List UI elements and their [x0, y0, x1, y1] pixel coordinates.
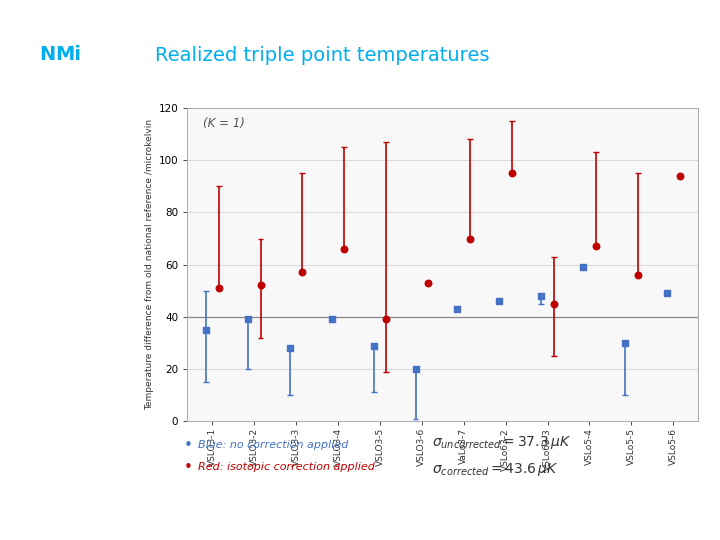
Y-axis label: Temperature difference from old national reference /microkelvin: Temperature difference from old national… — [145, 119, 154, 410]
Text: Realized triple point temperatures: Realized triple point temperatures — [155, 46, 490, 65]
Point — [213, 284, 225, 293]
Text: •: • — [184, 438, 192, 453]
Text: +: + — [46, 406, 54, 415]
Point — [536, 292, 547, 300]
Text: +: + — [27, 254, 35, 264]
Text: +: + — [66, 254, 73, 264]
Text: +: + — [84, 406, 93, 415]
Text: $\sigma_{uncorrected} = 37.3\,\mu K$: $\sigma_{uncorrected} = 37.3\,\mu K$ — [432, 434, 571, 451]
Text: +: + — [46, 368, 54, 377]
Point — [548, 299, 559, 308]
Point — [423, 279, 434, 287]
Text: +: + — [123, 368, 131, 377]
Text: +: + — [8, 406, 16, 415]
Text: +: + — [104, 330, 112, 340]
Point — [577, 263, 589, 272]
Text: +: + — [84, 368, 93, 377]
Text: +: + — [27, 406, 35, 415]
Point — [451, 305, 463, 313]
Text: (K = 1): (K = 1) — [202, 117, 244, 130]
Text: +: + — [123, 254, 131, 264]
Text: +: + — [66, 368, 73, 377]
Point — [661, 289, 672, 298]
Text: +: + — [84, 330, 93, 340]
Text: •: • — [184, 460, 192, 475]
Text: +: + — [8, 292, 16, 302]
Text: $\sigma_{corrected} = 43.6\,\mu K$: $\sigma_{corrected} = 43.6\,\mu K$ — [432, 461, 559, 478]
Text: +: + — [46, 292, 54, 302]
Text: +: + — [27, 330, 35, 340]
Text: +: + — [123, 292, 131, 302]
Point — [464, 234, 476, 243]
Text: +: + — [104, 368, 112, 377]
Point — [619, 339, 631, 347]
Point — [674, 172, 685, 180]
Circle shape — [25, 0, 108, 216]
Text: +: + — [104, 254, 112, 264]
Text: +: + — [27, 292, 35, 302]
Point — [242, 315, 253, 324]
Point — [297, 268, 308, 276]
Text: +: + — [66, 292, 73, 302]
Text: N: N — [39, 44, 55, 64]
Point — [380, 315, 392, 324]
Point — [506, 169, 518, 178]
Text: +: + — [66, 406, 73, 415]
Point — [338, 245, 350, 253]
Point — [494, 297, 505, 306]
Text: Mi: Mi — [55, 44, 81, 64]
Point — [284, 344, 296, 353]
Point — [368, 341, 379, 350]
Text: +: + — [104, 406, 112, 415]
Text: +: + — [123, 406, 131, 415]
Text: NMi   The Art of Measurement: NMi The Art of Measurement — [612, 526, 716, 532]
Point — [200, 326, 212, 334]
Text: Nederlands Meetinstituut: Nederlands Meetinstituut — [14, 526, 103, 532]
Text: +: + — [84, 254, 93, 264]
Text: +: + — [104, 292, 112, 302]
Text: +: + — [8, 330, 16, 340]
Text: +: + — [46, 254, 54, 264]
Text: +: + — [8, 368, 16, 377]
Text: +: + — [66, 330, 73, 340]
Text: +: + — [123, 330, 131, 340]
Point — [255, 281, 266, 290]
Text: +: + — [27, 368, 35, 377]
Text: +: + — [8, 254, 16, 264]
Text: +: + — [46, 330, 54, 340]
Point — [326, 315, 338, 324]
Text: Red: isotopic correction applied: Red: isotopic correction applied — [198, 462, 375, 472]
Point — [632, 271, 644, 279]
Text: Blue: no correction applied: Blue: no correction applied — [198, 441, 348, 450]
Point — [410, 364, 421, 373]
Point — [590, 242, 601, 251]
Text: +: + — [84, 292, 93, 302]
